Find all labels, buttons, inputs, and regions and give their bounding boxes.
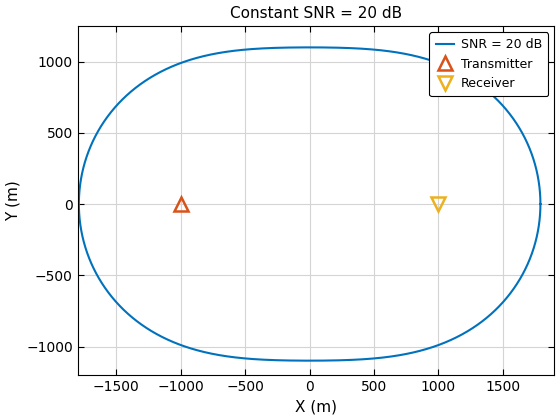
SNR = 20 dB	[370, 47, 377, 52]
SNR = 20 dB	[306, 45, 313, 50]
SNR = 20 dB	[306, 358, 313, 363]
Title: Constant SNR = 20 dB: Constant SNR = 20 dB	[230, 5, 402, 21]
Y-axis label: Y (m): Y (m)	[6, 180, 21, 221]
SNR = 20 dB	[209, 351, 216, 356]
Line: SNR = 20 dB: SNR = 20 dB	[79, 47, 540, 361]
X-axis label: X (m): X (m)	[295, 399, 337, 415]
SNR = 20 dB	[303, 358, 310, 363]
SNR = 20 dB	[170, 63, 176, 68]
Legend: SNR = 20 dB, Transmitter, Receiver: SNR = 20 dB, Transmitter, Receiver	[430, 32, 548, 96]
SNR = 20 dB	[148, 328, 155, 333]
SNR = 20 dB	[375, 356, 381, 361]
SNR = 20 dB	[537, 202, 544, 207]
SNR = 20 dB	[537, 202, 544, 207]
